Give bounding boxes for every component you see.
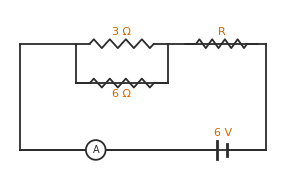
Text: A: A — [92, 145, 99, 155]
Text: R: R — [218, 27, 226, 37]
Text: 3 Ω: 3 Ω — [112, 27, 131, 37]
Text: 6 Ω: 6 Ω — [112, 89, 131, 99]
Circle shape — [86, 140, 106, 160]
Text: 6 V: 6 V — [214, 128, 232, 138]
